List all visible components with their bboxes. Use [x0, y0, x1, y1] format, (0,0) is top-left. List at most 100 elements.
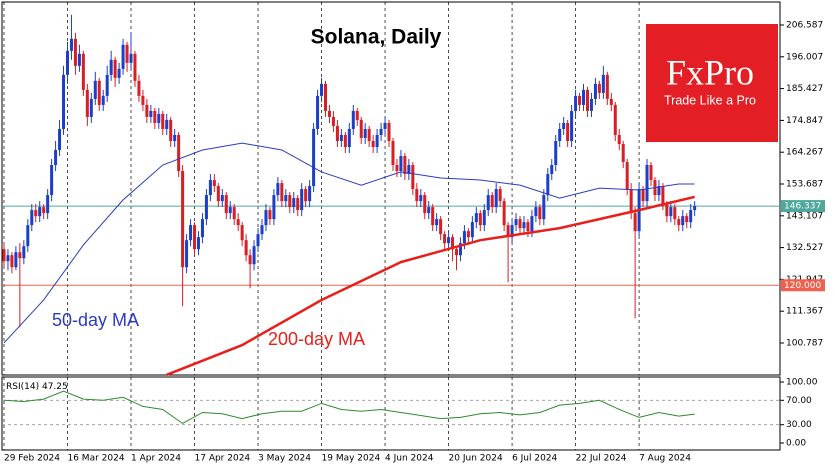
candle-body — [65, 50, 70, 75]
x-tick-label: 19 May 2024 — [322, 454, 381, 464]
y-tick-label: 153.687 — [786, 180, 823, 190]
y-tick-label: 196.007 — [786, 52, 823, 62]
candle-body — [339, 134, 343, 141]
candle-body — [264, 210, 268, 226]
candle-body — [371, 140, 375, 147]
x-tick-label: 7 Aug 2024 — [639, 454, 691, 464]
candle-body — [451, 237, 455, 250]
candle-body — [490, 195, 494, 208]
candle-body — [185, 240, 189, 268]
price-frame — [1, 1, 781, 376]
candle-body — [363, 128, 367, 138]
candle-body — [562, 122, 566, 129]
candle-body — [165, 119, 169, 129]
candle-body — [196, 237, 200, 250]
candle-body — [169, 119, 173, 141]
candle-body — [621, 143, 625, 163]
candle-body — [506, 225, 510, 238]
candle-body — [435, 219, 439, 226]
candle-body — [613, 104, 617, 135]
candle-body — [482, 210, 486, 226]
candle-body — [177, 134, 181, 172]
candle-body — [38, 207, 42, 217]
x-tick-label: 4 Jun 2024 — [385, 454, 434, 464]
candle-body — [236, 219, 240, 226]
candle-body — [665, 204, 669, 217]
candle-body — [474, 213, 478, 223]
candle-body — [462, 231, 466, 244]
candle-body — [224, 195, 228, 214]
candle-body — [157, 113, 161, 123]
candle-body — [137, 80, 141, 96]
candle-body — [431, 207, 435, 226]
candle-body — [280, 183, 284, 202]
candle-body — [593, 83, 597, 99]
candle-body — [335, 125, 339, 141]
rsi-last: 47.25 — [42, 382, 68, 392]
candle-body — [578, 95, 582, 105]
candle-body — [423, 195, 427, 214]
candle-body — [669, 207, 673, 217]
candle-body — [300, 189, 304, 211]
candle-body — [189, 225, 193, 241]
candle-body — [316, 95, 320, 129]
candle-body — [42, 207, 46, 214]
candle-body — [200, 219, 204, 238]
candle-body — [657, 186, 661, 196]
candle-body — [129, 53, 133, 63]
candle-body — [10, 255, 14, 268]
candle-body — [355, 110, 359, 120]
candle-body — [605, 74, 609, 99]
candle-body — [566, 122, 570, 141]
candle-body — [81, 53, 85, 90]
candle-body — [109, 59, 113, 75]
candle-body — [133, 53, 137, 81]
candle-body — [689, 210, 693, 223]
candle-body — [407, 165, 411, 175]
candle-body — [522, 222, 526, 229]
candle-body — [589, 98, 593, 111]
candle-body — [220, 195, 224, 202]
candle-body — [439, 219, 443, 235]
candle-body — [296, 198, 300, 211]
x-tick-label: 20 Jun 2024 — [449, 454, 503, 464]
candle-body — [585, 89, 589, 111]
candle-body — [470, 222, 474, 238]
level-label: 146.337 — [784, 202, 821, 212]
ma-line — [166, 195, 695, 376]
y-tick-label: 70.00 — [786, 396, 812, 406]
candle-body — [6, 255, 10, 262]
candle-body — [141, 95, 145, 105]
candle-body — [292, 198, 296, 208]
candle-body — [542, 195, 546, 220]
candle-body — [367, 128, 371, 141]
x-tick-label: 6 Jul 2024 — [512, 454, 557, 464]
candle-body — [125, 44, 129, 63]
candle-body — [193, 225, 197, 250]
candle-body — [93, 80, 97, 99]
candle-body — [510, 225, 514, 238]
candle-body — [649, 165, 653, 181]
candle-body — [50, 165, 54, 196]
candle-body — [514, 219, 518, 226]
candle-body — [268, 210, 272, 220]
candle-body — [216, 186, 220, 202]
y-tick-label: 0.00 — [786, 438, 806, 448]
candle-body — [62, 74, 66, 129]
candle-body — [256, 234, 260, 247]
logo-box — [646, 24, 778, 142]
candle-body — [304, 189, 308, 202]
level-label-bg — [781, 279, 825, 292]
candle-body — [399, 156, 403, 172]
candle-body — [685, 216, 689, 223]
candle-body — [312, 128, 316, 187]
candle-body — [629, 189, 633, 214]
candle-body — [633, 213, 637, 232]
candle-body — [661, 186, 665, 205]
y-tick-label: 111.367 — [786, 307, 823, 317]
rsi-name: RSI(14) — [6, 382, 39, 392]
candle-body — [597, 83, 601, 93]
candle-body — [641, 189, 645, 202]
candle-body — [97, 80, 101, 105]
